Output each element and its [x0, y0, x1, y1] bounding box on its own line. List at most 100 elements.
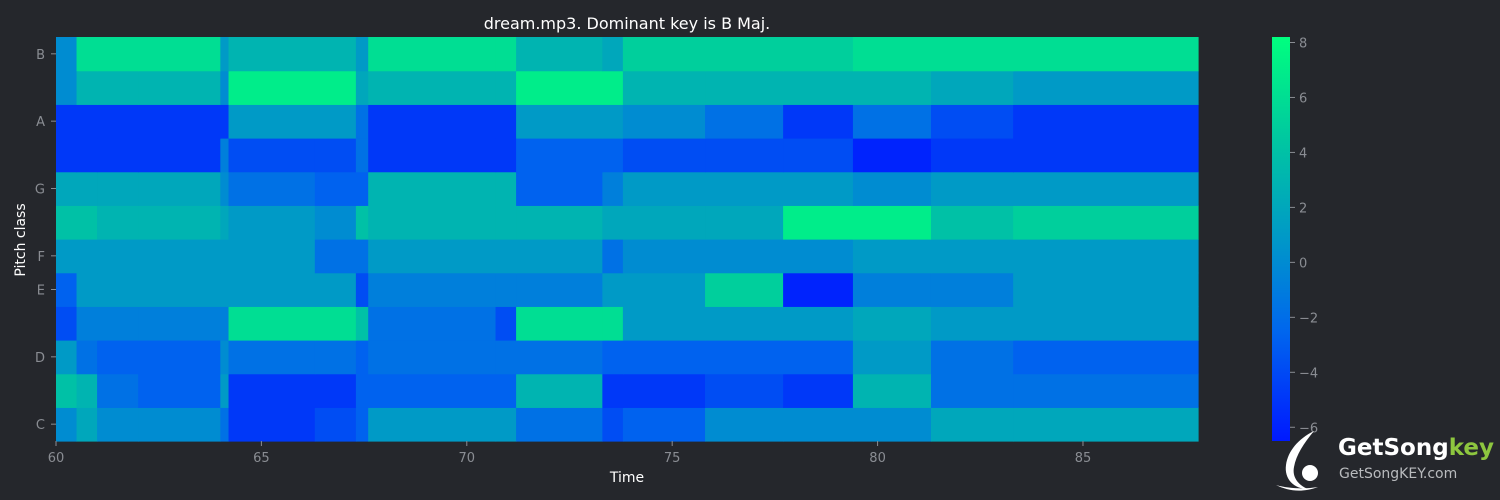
heatmap-cell [138, 306, 221, 341]
heatmap-cell [228, 340, 316, 375]
heatmap-cell [930, 171, 1014, 206]
heatmap-cell [602, 171, 624, 206]
heatmap-cell [228, 205, 316, 240]
heatmap-cell [495, 407, 517, 442]
heatmap-cell [368, 239, 497, 274]
heatmap-cell [783, 306, 854, 341]
y-axis-label: Pitch class [13, 203, 29, 276]
heatmap-cell [368, 205, 497, 240]
heatmap-cell [622, 104, 706, 139]
heatmap-cell [1013, 373, 1199, 408]
heatmap-cell [76, 70, 98, 105]
heatmap-cell [602, 37, 624, 72]
heatmap-cell [622, 272, 706, 307]
heatmap-cell [852, 70, 932, 105]
heatmap-cell [138, 171, 221, 206]
x-tick-label: 85 [1075, 451, 1092, 466]
heatmap-cell [56, 407, 78, 442]
heatmap-cell [705, 407, 784, 442]
heatmap-cell [138, 37, 221, 72]
heatmap-cell [602, 306, 624, 341]
x-tick-label: 80 [869, 451, 886, 466]
heatmap-cell [228, 104, 316, 139]
chart-title: dream.mp3. Dominant key is B Maj. [484, 14, 771, 33]
heatmap-cell [1013, 272, 1199, 307]
heatmap-cell [602, 104, 624, 139]
heatmap-cell [368, 373, 497, 408]
heatmap-cell [138, 407, 221, 442]
heatmap-cell [1013, 407, 1199, 442]
heatmap-cell [220, 340, 230, 375]
heatmap-cell [228, 373, 316, 408]
heatmap-cell [220, 70, 230, 105]
heatmap-cell [852, 138, 932, 173]
heatmap-cell [516, 205, 603, 240]
heatmap-row-C-sharp [56, 373, 1199, 408]
heatmap-cell [495, 37, 517, 72]
heatmap-cell [355, 104, 369, 139]
heatmap-cell [516, 272, 603, 307]
x-tick-label: 75 [664, 451, 681, 466]
heatmap-cell [852, 306, 932, 341]
heatmap-cell [852, 205, 932, 240]
heatmap-cell [705, 171, 784, 206]
heatmap-cell [1013, 340, 1199, 375]
heatmap-cell [56, 171, 78, 206]
heatmap-cell [220, 104, 230, 139]
heatmap-cell [314, 37, 357, 72]
heatmap-cell [56, 340, 78, 375]
heatmap-row-G-sharp [56, 138, 1199, 173]
heatmap-cell [220, 407, 230, 442]
heatmap-cell [602, 373, 624, 408]
heatmap-cell [355, 138, 369, 173]
heatmap-cell [602, 138, 624, 173]
heatmap-cell [1013, 70, 1199, 105]
heatmap-cell [220, 37, 230, 72]
heatmap-cell [495, 306, 517, 341]
heatmap-row-D-sharp [56, 306, 1199, 341]
heatmap-cell [930, 239, 1014, 274]
heatmap-cell [355, 37, 369, 72]
logo-name-main: GetSong [1338, 435, 1449, 461]
heatmap-cell [56, 272, 78, 307]
heatmap-cell [76, 407, 98, 442]
heatmap-row-C [56, 407, 1199, 442]
heatmap-cell [622, 306, 706, 341]
heatmap-cell [355, 306, 369, 341]
heatmap-cell [76, 239, 98, 274]
heatmap-row-G [56, 171, 1199, 206]
y-tick-label: E [37, 284, 45, 299]
heatmap-cell [138, 138, 221, 173]
heatmap-cell [220, 373, 230, 408]
getsongkey-logo[interactable]: GetSongkey GetSongKEY.com [1270, 425, 1495, 495]
heatmap-cell [97, 138, 139, 173]
heatmap-cell [355, 239, 369, 274]
heatmap-cell [314, 373, 357, 408]
colorbar-tick-label: 4 [1299, 146, 1307, 161]
heatmap-cell [138, 205, 221, 240]
heatmap-cell [516, 306, 603, 341]
colorbar-tick-label: 8 [1299, 36, 1307, 51]
heatmap-cell [228, 239, 316, 274]
heatmap-cell [602, 239, 624, 274]
y-tick-label: D [35, 351, 45, 366]
heatmap-cell [368, 306, 497, 341]
heatmap-cell [97, 407, 139, 442]
heatmap-cell [705, 138, 784, 173]
heatmap-cell [622, 171, 706, 206]
heatmap-cell [97, 272, 139, 307]
heatmap-cell [516, 138, 603, 173]
heatmap-cell [852, 104, 932, 139]
heatmap-cell [602, 407, 624, 442]
y-tick-label: A [36, 115, 45, 130]
heatmap-cell [56, 104, 78, 139]
heatmap-cell [56, 205, 78, 240]
heatmap-cell [368, 70, 497, 105]
heatmap-row-A-sharp [56, 70, 1199, 105]
heatmap-cell [495, 70, 517, 105]
heatmap-cell [602, 340, 624, 375]
heatmap-cell [228, 171, 316, 206]
heatmap-row-B [56, 37, 1199, 72]
heatmap-cell [314, 138, 357, 173]
heatmap-cell [76, 104, 98, 139]
